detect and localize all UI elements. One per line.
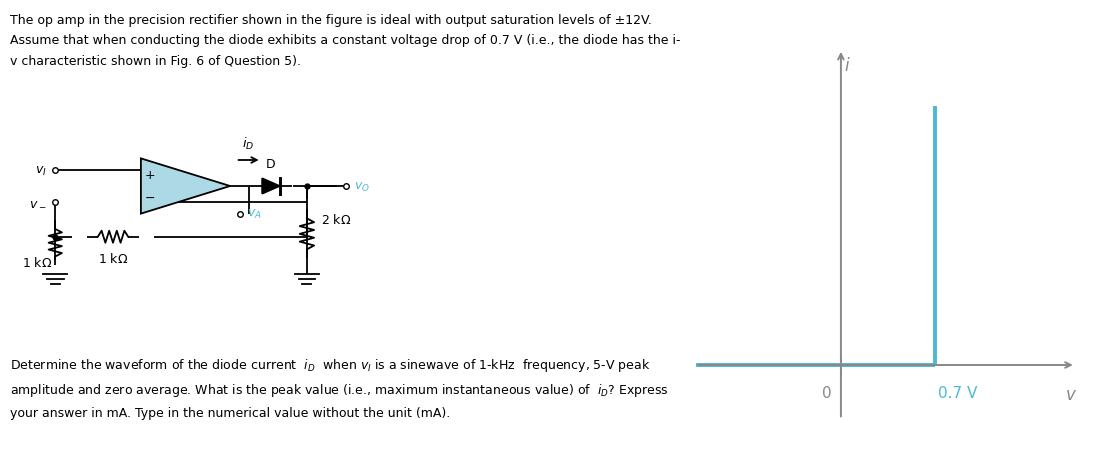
Text: $v_-$: $v_-$ — [30, 196, 46, 209]
Text: +: + — [145, 168, 156, 181]
Text: $v_O$: $v_O$ — [354, 180, 370, 193]
Text: 0: 0 — [822, 385, 831, 400]
Text: 0.7 V: 0.7 V — [938, 385, 977, 400]
Text: 1 k$\Omega$: 1 k$\Omega$ — [22, 255, 52, 269]
Text: your answer in mA. Type in the numerical value without the unit (mA).: your answer in mA. Type in the numerical… — [10, 406, 450, 419]
Text: 1 k$\Omega$: 1 k$\Omega$ — [98, 251, 128, 265]
Text: D: D — [265, 158, 275, 171]
Text: v: v — [1066, 385, 1076, 403]
Text: Determine the waveform of the diode current  $i_D$  when $v_I$ is a sinewave of : Determine the waveform of the diode curr… — [10, 356, 651, 373]
Text: −: − — [145, 192, 156, 205]
Polygon shape — [141, 159, 230, 214]
Text: $i_D$: $i_D$ — [242, 136, 255, 152]
Text: amplitude and zero average. What is the peak value (i.e., maximum instantaneous : amplitude and zero average. What is the … — [10, 381, 669, 398]
Text: $v_I$: $v_I$ — [35, 164, 46, 178]
Text: i: i — [844, 57, 849, 75]
Text: 2 k$\Omega$: 2 k$\Omega$ — [320, 212, 351, 227]
Polygon shape — [262, 179, 280, 194]
Text: $v_A$: $v_A$ — [246, 208, 262, 220]
Text: v characteristic shown in Fig. 6 of Question 5).: v characteristic shown in Fig. 6 of Ques… — [10, 54, 301, 68]
Text: Assume that when conducting the diode exhibits a constant voltage drop of 0.7 V : Assume that when conducting the diode ex… — [10, 34, 681, 48]
Text: The op amp in the precision rectifier shown in the figure is ideal with output s: The op amp in the precision rectifier sh… — [10, 14, 652, 28]
